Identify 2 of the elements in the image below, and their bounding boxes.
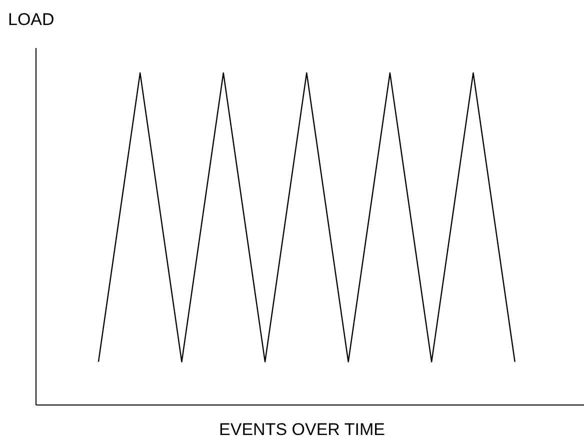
x-axis-title: EVENTS OVER TIME	[218, 420, 386, 440]
y-axis-title: LOAD	[8, 10, 54, 30]
